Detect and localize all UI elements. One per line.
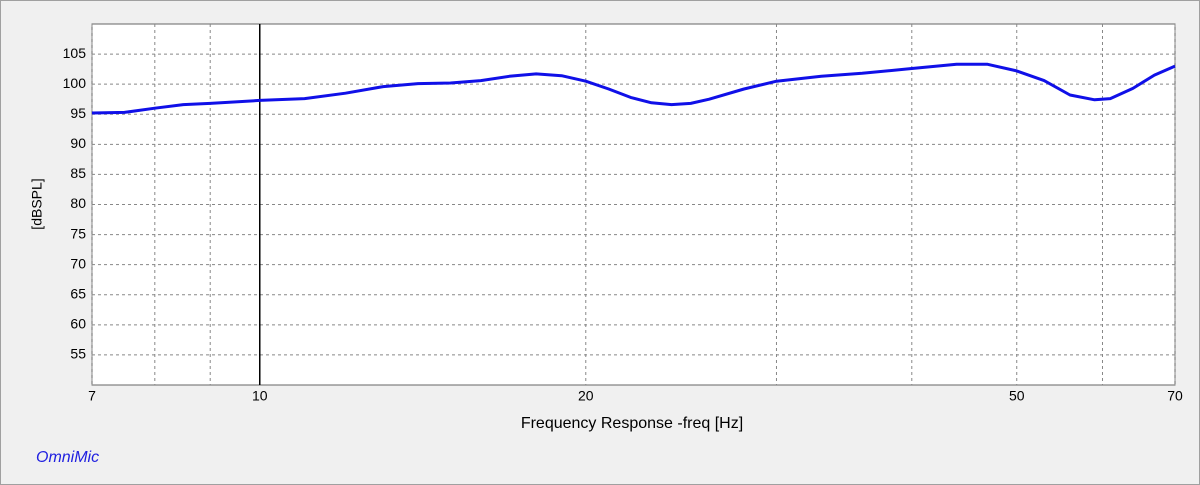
y-tick-label: 100 (63, 75, 87, 91)
y-tick-label: 65 (70, 285, 86, 301)
x-tick-label: 7 (88, 388, 96, 404)
y-tick-label: 60 (70, 316, 86, 332)
x-tick-label: 10 (252, 388, 268, 404)
y-tick-label: 80 (70, 195, 86, 211)
x-tick-label: 50 (1009, 388, 1025, 404)
y-tick-label: 75 (70, 225, 86, 241)
y-axis-label: [dBSPL] (29, 178, 45, 229)
x-tick-label: 70 (1167, 388, 1183, 404)
x-tick-label: 20 (578, 388, 594, 404)
y-tick-label: 90 (70, 135, 86, 151)
response-line (91, 62, 1176, 115)
watermark: OmniMic (36, 449, 99, 466)
x-axis-label: Frequency Response -freq [Hz] (521, 415, 743, 432)
y-tick-label: 55 (70, 346, 86, 362)
y-tick-label: 85 (70, 165, 86, 181)
y-tick-label: 70 (70, 255, 86, 271)
y-tick-label: 105 (63, 45, 87, 61)
y-tick-label: 95 (70, 105, 86, 121)
